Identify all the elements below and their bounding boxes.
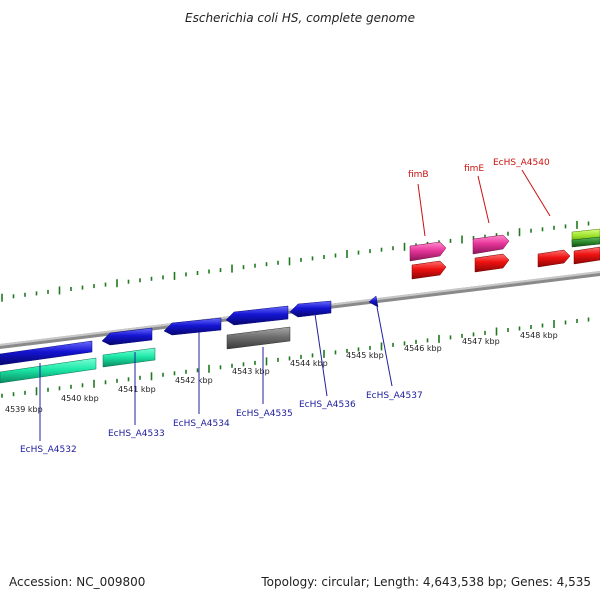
gene-label[interactable]: EcHS_A4535 xyxy=(236,409,293,419)
gene-arrow[interactable] xyxy=(0,340,93,366)
gene-label[interactable]: EcHS_A4537 xyxy=(366,391,423,401)
kbp-label: 4547 kbp xyxy=(462,337,500,346)
gene-label[interactable]: fimB xyxy=(408,170,429,180)
gene-arrow[interactable] xyxy=(474,253,510,273)
gene-label[interactable]: EcHS_A4532 xyxy=(20,445,77,455)
gene-arrow[interactable] xyxy=(102,347,156,368)
kbp-label: 4541 kbp xyxy=(118,385,156,394)
gene-track-reverse xyxy=(0,295,379,384)
kbp-label: 4545 kbp xyxy=(346,351,384,360)
gene-track-forward xyxy=(409,228,600,280)
gene-arrow[interactable] xyxy=(368,295,379,308)
kbp-label: 4543 kbp xyxy=(232,367,270,376)
map-title: Escherichia coli HS, complete genome xyxy=(185,11,415,25)
kbp-label: 4539 kbp xyxy=(5,405,43,414)
kbp-scale: 4539 kbp 4540 kbp 4541 kbp 4542 kbp 4543… xyxy=(5,331,558,414)
kbp-label: 4542 kbp xyxy=(175,376,213,385)
kbp-label: 4546 kbp xyxy=(404,344,442,353)
gene-arrow-EcHS_A4540[interactable] xyxy=(537,249,571,268)
gene-arrow[interactable] xyxy=(411,260,447,280)
gene-label[interactable]: EcHS_A4536 xyxy=(299,400,356,410)
kbp-label: 4548 kbp xyxy=(520,331,558,340)
gene-arrow[interactable] xyxy=(101,327,153,346)
gene-arrow[interactable] xyxy=(226,326,291,350)
kbp-label: 4544 kbp xyxy=(290,359,328,368)
gene-arrow[interactable] xyxy=(163,317,222,336)
accession-text: Accession: NC_009800 xyxy=(9,575,145,589)
kbp-label: 4540 kbp xyxy=(61,394,99,403)
gene-arrow[interactable] xyxy=(289,300,332,318)
gene-label[interactable]: EcHS_A4534 xyxy=(173,419,230,429)
gene-label[interactable]: EcHS_A4533 xyxy=(108,429,165,439)
topology-text: Topology: circular; Length: 4,643,538 bp… xyxy=(260,575,591,589)
gene-label[interactable]: EcHS_A4540 xyxy=(493,158,550,168)
gene-arrow[interactable] xyxy=(225,305,289,326)
gene-arrow[interactable] xyxy=(0,357,97,384)
gene-arrow[interactable] xyxy=(571,236,600,248)
gene-arrow-fimB[interactable] xyxy=(409,241,447,262)
gene-labels-upper: fimB fimE EcHS_A4540 xyxy=(408,158,551,237)
tick-row-lower xyxy=(1,317,590,398)
gene-arrow[interactable] xyxy=(573,246,600,265)
gene-arrow-fimE[interactable] xyxy=(472,234,510,255)
gene-labels-lower: EcHS_A4532 EcHS_A4533 EcHS_A4534 EcHS_A4… xyxy=(20,306,423,455)
gene-label[interactable]: fimE xyxy=(464,164,484,174)
